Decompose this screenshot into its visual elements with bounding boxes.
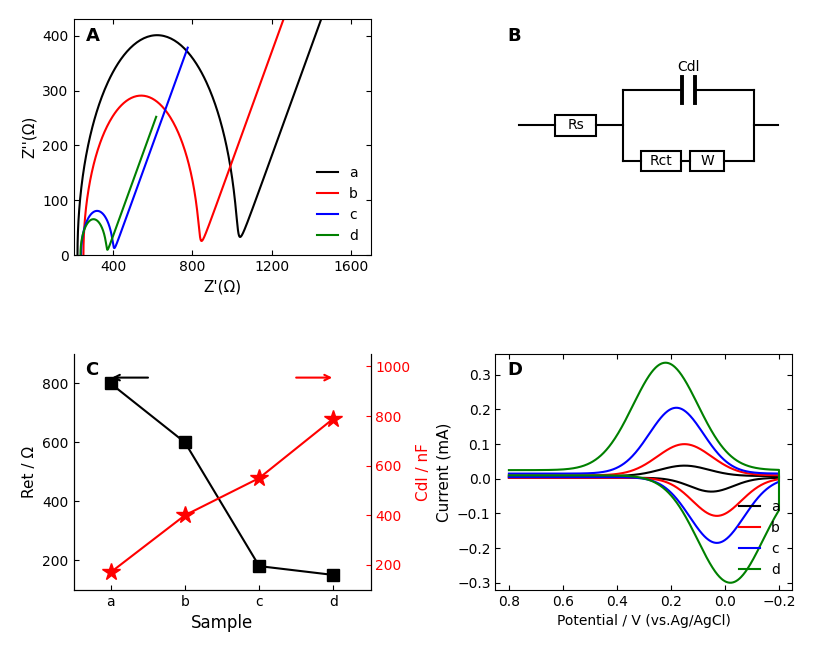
Legend: a, b, c, d: a, b, c, d	[734, 495, 786, 583]
Text: Rs: Rs	[567, 119, 584, 132]
Y-axis label: Z''(Ω): Z''(Ω)	[22, 116, 37, 159]
Y-axis label: Current (mA): Current (mA)	[436, 422, 451, 522]
Text: Rct: Rct	[650, 154, 672, 168]
Legend: a, b, c, d: a, b, c, d	[312, 160, 364, 248]
X-axis label: Z'(Ω): Z'(Ω)	[203, 279, 241, 294]
X-axis label: Potential / V (vs.Ag/AgCl): Potential / V (vs.Ag/AgCl)	[557, 614, 731, 628]
Text: Cdl: Cdl	[677, 60, 699, 74]
Text: W: W	[700, 154, 714, 168]
X-axis label: Sample: Sample	[191, 614, 253, 632]
Bar	[641, 151, 681, 170]
Y-axis label: Ret / Ω: Ret / Ω	[22, 446, 37, 498]
Y-axis label: Cdl / nF: Cdl / nF	[416, 443, 431, 501]
Text: A: A	[86, 27, 100, 45]
Text: D: D	[507, 361, 522, 379]
Bar	[555, 115, 596, 136]
Text: C: C	[86, 361, 99, 379]
Text: B: B	[507, 27, 521, 45]
Bar	[690, 151, 724, 170]
